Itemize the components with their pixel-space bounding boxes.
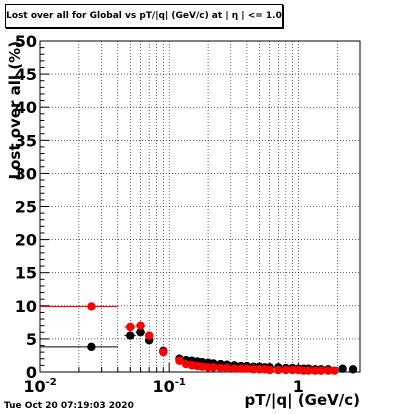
y-tick-label: 45 — [15, 65, 37, 84]
y-tick-label: 30 — [15, 164, 37, 183]
y-tick-label: 40 — [15, 98, 37, 117]
y-tick-label: 10 — [15, 297, 37, 316]
x-axis-title: pT/|q| (GeV/c) — [244, 391, 360, 410]
data-point — [249, 365, 258, 374]
data-point — [281, 365, 291, 375]
x-tick-label: 10-1 — [152, 377, 185, 396]
data-point — [136, 328, 145, 337]
data-point — [265, 365, 274, 375]
data-point — [144, 331, 154, 340]
data-point — [288, 365, 297, 375]
y-tick-label: 20 — [15, 231, 37, 250]
y-axis-title: Lost over all (%) — [6, 41, 24, 179]
grid-lines — [40, 41, 360, 372]
data-point — [242, 364, 252, 373]
series-1 — [40, 302, 339, 375]
data-point — [348, 365, 358, 374]
data-point — [338, 364, 347, 373]
y-ticks — [40, 40, 49, 373]
y-tick-label: 35 — [15, 131, 37, 150]
data-point — [274, 365, 283, 375]
y-tick-label: 15 — [15, 264, 37, 283]
y-tick-label: 50 — [15, 32, 37, 51]
data-point — [222, 363, 232, 373]
data-point — [330, 366, 339, 375]
data-point — [87, 302, 96, 311]
data-point — [216, 363, 225, 373]
data-point — [323, 366, 333, 375]
data-point — [87, 342, 96, 352]
timestamp: Tue Oct 20 07:19:03 2020 — [4, 401, 134, 411]
y-tick-label: 0 — [26, 363, 37, 382]
data-point — [230, 364, 239, 373]
data-point — [311, 366, 320, 375]
data-point — [236, 364, 246, 373]
data-point — [159, 347, 168, 357]
title-box: Lost over all for Global vs pT/|q| (GeV/… — [5, 4, 283, 28]
data-point — [316, 366, 326, 375]
data-point — [136, 321, 145, 330]
data-point — [126, 322, 135, 332]
chart-title: Lost over all for Global vs pT/|q| (GeV/… — [6, 11, 282, 21]
data-point — [126, 331, 135, 340]
y-tick-label: 5 — [26, 330, 37, 349]
y-tick-label: 25 — [15, 198, 37, 217]
data-point — [304, 366, 313, 375]
x-tick-label: 1 — [293, 377, 304, 396]
data-point — [209, 363, 218, 372]
x-tick-label: 10-2 — [23, 377, 56, 396]
data-point — [175, 356, 184, 365]
